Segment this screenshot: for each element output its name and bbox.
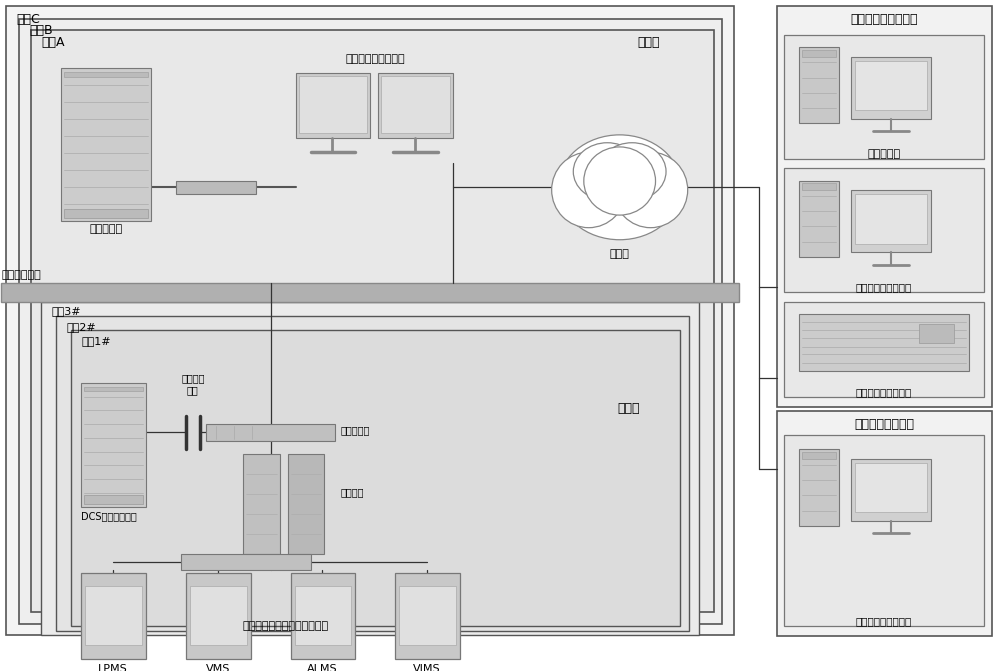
Bar: [799, 450, 839, 526]
Bar: [288, 454, 324, 554]
Ellipse shape: [558, 135, 681, 240]
Bar: [851, 459, 931, 521]
Bar: [1, 282, 739, 302]
Text: 第一交换机: 第一交换机: [340, 425, 370, 435]
Text: 机组2#: 机组2#: [66, 321, 96, 331]
Bar: [378, 73, 453, 138]
Bar: [799, 47, 839, 123]
Bar: [395, 574, 460, 659]
Text: 数据管理与灾备单元: 数据管理与灾备单元: [856, 388, 912, 397]
Text: 电站C: 电站C: [16, 13, 40, 25]
Bar: [84, 386, 143, 391]
Text: 机组层: 机组层: [617, 402, 640, 415]
Text: 电站层: 电站层: [637, 36, 660, 49]
Text: 机组1#: 机组1#: [81, 336, 111, 346]
Bar: [851, 190, 931, 252]
Bar: [399, 586, 456, 645]
Bar: [64, 209, 148, 218]
Ellipse shape: [552, 152, 626, 227]
Bar: [176, 180, 256, 194]
Text: 第二隔离
装置: 第二隔离 装置: [181, 373, 205, 395]
Ellipse shape: [584, 147, 656, 215]
Bar: [855, 60, 927, 110]
Bar: [802, 50, 836, 56]
Bar: [784, 435, 984, 626]
Text: 电站A: 电站A: [41, 36, 65, 49]
Bar: [851, 56, 931, 119]
Text: 主工作站: 主工作站: [340, 488, 364, 498]
Bar: [799, 314, 969, 371]
Bar: [291, 574, 355, 659]
Text: 机组3#: 机组3#: [51, 307, 81, 317]
Text: DCS分散控制系统: DCS分散控制系统: [81, 511, 137, 521]
Ellipse shape: [613, 152, 688, 227]
Text: 智能故障诊断及决策: 智能故障诊断及决策: [856, 282, 912, 293]
Bar: [31, 30, 714, 611]
Text: 反应堆故障诊断中心: 反应堆故障诊断中心: [850, 13, 918, 25]
Bar: [299, 76, 367, 134]
Bar: [64, 72, 148, 76]
Bar: [784, 35, 984, 159]
Bar: [85, 586, 142, 645]
Bar: [381, 76, 450, 134]
Bar: [181, 554, 311, 570]
Bar: [19, 19, 722, 624]
Bar: [243, 454, 280, 554]
Bar: [56, 316, 689, 631]
Text: 诊断会诊与设计反馈: 诊断会诊与设计反馈: [856, 617, 912, 626]
Bar: [41, 302, 699, 635]
Text: 可视化单元: 可视化单元: [867, 149, 900, 159]
Bar: [784, 302, 984, 397]
Bar: [784, 168, 984, 292]
Text: 互联网: 互联网: [610, 250, 630, 259]
Bar: [296, 73, 370, 138]
Text: VIMS: VIMS: [413, 664, 441, 671]
Bar: [84, 495, 143, 504]
Text: 反应堆关键设备状态监测系统: 反应堆关键设备状态监测系统: [243, 621, 329, 631]
Bar: [81, 574, 146, 659]
Bar: [802, 452, 836, 459]
Bar: [295, 586, 351, 645]
Bar: [799, 180, 839, 257]
Text: 独立服务器: 独立服务器: [90, 225, 123, 234]
Ellipse shape: [598, 143, 666, 201]
Bar: [81, 382, 146, 507]
Bar: [855, 194, 927, 244]
Bar: [919, 323, 954, 343]
Text: ALMS: ALMS: [307, 664, 338, 671]
Bar: [190, 586, 247, 645]
Text: VMS: VMS: [206, 664, 230, 671]
Bar: [855, 463, 927, 513]
Bar: [186, 574, 251, 659]
Bar: [61, 68, 151, 221]
Bar: [777, 411, 992, 636]
Bar: [6, 6, 734, 635]
Ellipse shape: [573, 143, 641, 201]
Text: LPMS: LPMS: [98, 664, 128, 671]
Bar: [802, 183, 836, 190]
Bar: [777, 6, 992, 407]
Text: 电站B: 电站B: [29, 24, 53, 38]
Text: 设备设计研发机构: 设备设计研发机构: [854, 418, 914, 431]
Text: 第一隔离装置: 第一隔离装置: [1, 270, 41, 280]
Bar: [71, 330, 680, 626]
Bar: [206, 424, 335, 441]
Text: 核电站监测及反馈站: 核电站监测及反馈站: [346, 54, 405, 64]
